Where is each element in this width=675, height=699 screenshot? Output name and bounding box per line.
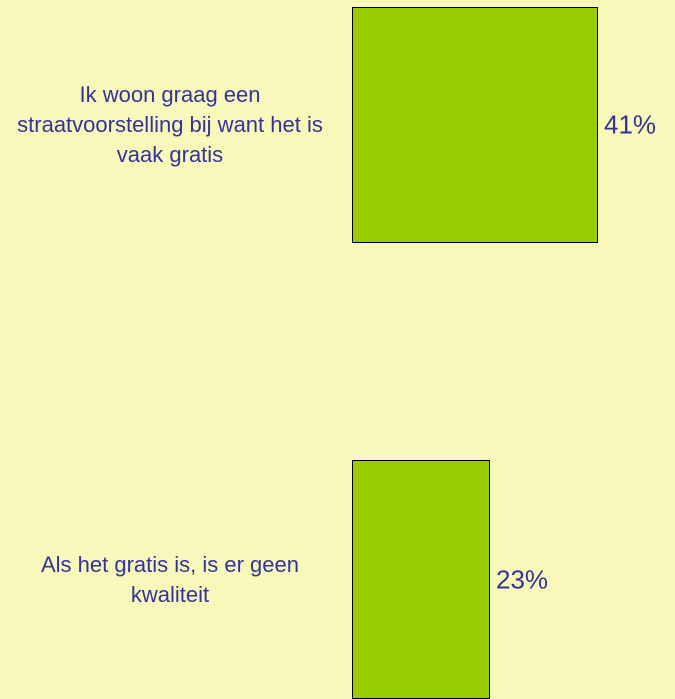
value-label: 23%: [496, 564, 549, 594]
bar: [352, 460, 490, 699]
value-label: 41%: [604, 109, 657, 140]
category-label: Ik woon graag een straatvoorstelling bij…: [17, 82, 323, 167]
category-label: Als het gratis is, is er geen kwaliteit: [40, 551, 299, 607]
bar: [352, 7, 598, 243]
